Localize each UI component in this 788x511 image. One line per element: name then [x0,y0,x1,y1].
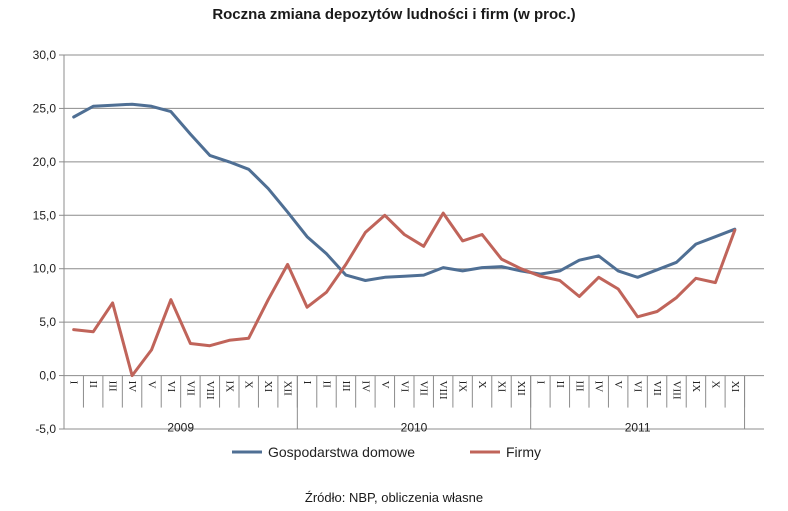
month-label: II [554,381,566,389]
month-label: V [146,381,158,389]
y-tick-label: 5,0 [39,315,56,329]
month-label: VIII [671,381,683,400]
series-lines [72,102,737,378]
month-label: IV [126,381,138,393]
month-label: X [709,381,721,389]
source-note: Źródło: NBP, obliczenia własne [304,490,484,505]
month-label: IX [223,381,235,393]
y-tick-label: 25,0 [33,101,57,115]
month-label: IX [457,381,469,393]
y-tick-label: 0,0 [39,369,56,383]
series-line-firms [72,211,737,378]
month-label: III [107,381,119,392]
month-label: VI [398,381,410,393]
y-axis: 30,0 25,0 20,0 15,0 10,0 5,0 0,0 -5,0 [33,48,65,436]
year-label: 2011 [625,421,651,435]
y-tick-label: -5,0 [35,422,56,436]
month-label: III [573,381,585,392]
year-label: 2009 [167,421,194,435]
y-tick-label: 10,0 [33,262,57,276]
month-label: IV [359,381,371,393]
legend: Gospodarstwa domowe Firmy [232,444,541,460]
month-label: VI [165,381,177,393]
month-label: VI [632,381,644,393]
month-label: XI [262,381,274,393]
series-line-households [72,102,737,282]
month-label: XII [282,381,294,397]
month-label: V [379,381,391,389]
month-label: IX [690,381,702,393]
month-label: VIII [204,381,216,400]
month-label: XI [729,381,741,393]
month-label: VII [651,381,663,397]
gridlines [64,54,764,430]
month-label: I [534,381,546,385]
month-label: XII [515,381,527,397]
chart-title: Roczna zmiana depozytów ludności i firm … [212,6,576,23]
legend-label-households: Gospodarstwa domowe [268,444,415,460]
x-axis: I II III IV V VI VII VIII IX X XI XII I II III IV V VI VII… [63,375,764,435]
month-label: XI [496,381,508,393]
y-tick-label: 30,0 [33,48,57,62]
month-label: VIII [437,381,449,400]
month-label: X [476,381,488,389]
month-label: V [612,381,624,389]
legend-label-firms: Firmy [506,444,541,460]
y-tick-label: 15,0 [33,208,57,222]
month-label: IV [593,381,605,393]
year-label: 2010 [401,421,428,435]
month-label: I [68,381,80,385]
month-label: III [340,381,352,392]
month-label: II [321,381,333,389]
month-label: VII [418,381,430,397]
y-tick-label: 20,0 [33,155,57,169]
month-label: X [243,381,255,389]
month-label: I [301,381,313,385]
month-label: VII [184,381,196,397]
month-label: II [87,381,99,389]
